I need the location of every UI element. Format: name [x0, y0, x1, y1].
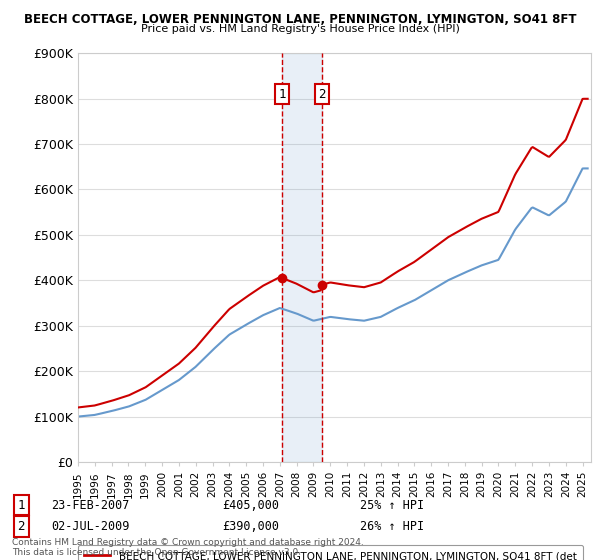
Text: £390,000: £390,000 [222, 520, 279, 533]
Bar [282, 53, 322, 462]
Legend: BEECH COTTAGE, LOWER PENNINGTON LANE, PENNINGTON, LYMINGTON, SO41 8FT (det, HPI:: BEECH COTTAGE, LOWER PENNINGTON LANE, PE… [78, 545, 583, 560]
Text: £405,000: £405,000 [222, 498, 279, 512]
Text: 2: 2 [318, 87, 326, 101]
Text: 23-FEB-2007: 23-FEB-2007 [51, 498, 130, 512]
Text: Contains HM Land Registry data © Crown copyright and database right 2024.
This d: Contains HM Land Registry data © Crown c… [12, 538, 364, 557]
Text: 25% ↑ HPI: 25% ↑ HPI [360, 498, 424, 512]
Text: 1: 1 [278, 87, 286, 101]
Text: BEECH COTTAGE, LOWER PENNINGTON LANE, PENNINGTON, LYMINGTON, SO41 8FT: BEECH COTTAGE, LOWER PENNINGTON LANE, PE… [24, 13, 576, 26]
Text: Price paid vs. HM Land Registry's House Price Index (HPI): Price paid vs. HM Land Registry's House … [140, 24, 460, 34]
Text: 1: 1 [17, 498, 25, 512]
Text: 02-JUL-2009: 02-JUL-2009 [51, 520, 130, 533]
Text: 2: 2 [17, 520, 25, 533]
Text: 26% ↑ HPI: 26% ↑ HPI [360, 520, 424, 533]
